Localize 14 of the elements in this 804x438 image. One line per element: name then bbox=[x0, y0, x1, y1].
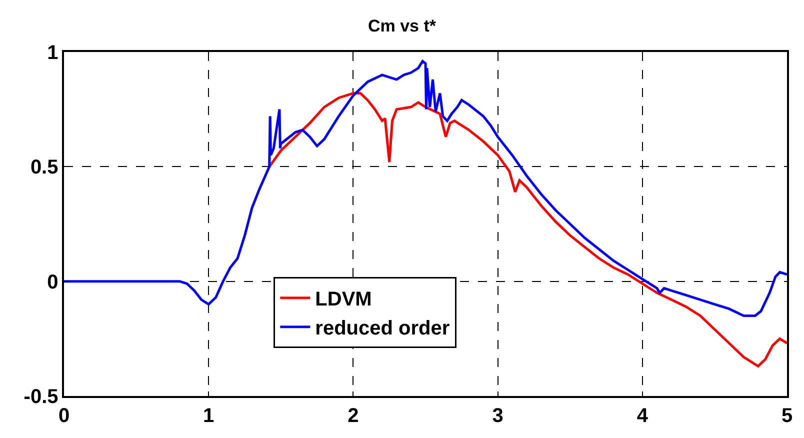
x-tick-label: 1 bbox=[203, 404, 214, 427]
x-tick-label: 4 bbox=[636, 404, 649, 427]
line-series bbox=[64, 60, 787, 317]
y-tick-label: 1 bbox=[47, 42, 58, 64]
x-tick-label: 2 bbox=[348, 404, 359, 427]
y-tick-label: 0.5 bbox=[30, 156, 58, 179]
legend-label: LDVM bbox=[315, 288, 372, 311]
legend-label: reduced order bbox=[315, 318, 450, 340]
y-tick-label: 0 bbox=[47, 271, 58, 294]
x-tick-label: 3 bbox=[492, 404, 504, 427]
line-series bbox=[268, 92, 787, 368]
y-tick-label: -0.5 bbox=[24, 386, 58, 408]
chart-title: Cm vs t* bbox=[368, 16, 436, 36]
x-tick-label: 5 bbox=[781, 404, 793, 427]
